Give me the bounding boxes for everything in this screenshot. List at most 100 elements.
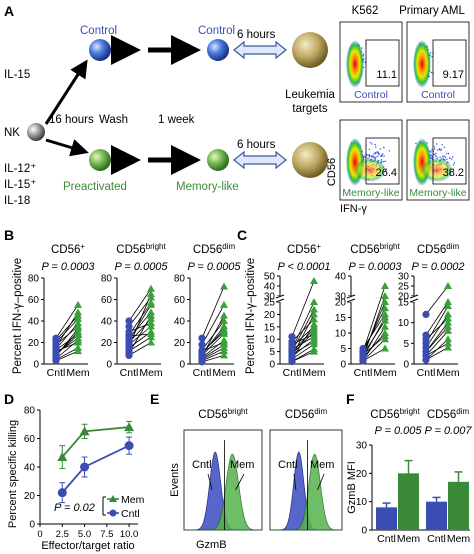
il18-label: IL-18	[4, 195, 30, 207]
mem-point	[444, 322, 452, 330]
axis-break-gap	[410, 296, 418, 302]
flow-event	[370, 155, 373, 158]
y-tick-label: 30	[398, 272, 410, 283]
x-tick-label: Mem	[302, 367, 326, 379]
panel-b-subplot-3: CD56dim P = 0.0005 0 20 40 60 80 Cntl Mem	[174, 242, 242, 380]
flow-plot-1: 11.1 Control	[339, 21, 403, 103]
il15-label: IL-15	[4, 69, 30, 81]
y-tick-label: 20	[24, 491, 36, 502]
flow-gate	[432, 39, 467, 87]
flow-event	[383, 161, 385, 163]
flow-event	[378, 153, 380, 156]
mem-point	[74, 300, 82, 308]
pair-line	[425, 314, 449, 348]
flow-event	[429, 151, 432, 153]
x-tick-label: 2.5	[56, 529, 69, 540]
pair-line	[425, 347, 449, 361]
series-line	[61, 426, 130, 458]
cntl-point	[125, 349, 133, 357]
p-value: P = 0.007	[425, 425, 473, 437]
leukemia-label-1: Leukemia	[285, 89, 335, 101]
pair-line	[128, 336, 152, 352]
flow-event	[443, 146, 446, 149]
axis-break	[409, 294, 419, 299]
mem-point	[220, 317, 228, 324]
x-tick-label: Mem	[66, 367, 90, 379]
pair-line	[291, 324, 315, 360]
flow-event	[368, 154, 371, 157]
mem-point	[310, 310, 318, 318]
cd56-axis-label: CD56	[326, 158, 338, 186]
flow-plot-4: 38.2 Memory-like	[406, 119, 470, 201]
mem-point	[74, 311, 82, 319]
mem-point	[381, 344, 389, 352]
y-tick-label: 10	[335, 329, 347, 340]
y-tick-label: 0	[29, 520, 35, 531]
y-tick-label: 15	[335, 313, 347, 324]
pair-line	[55, 340, 79, 359]
panel-letter-a: A	[4, 3, 14, 19]
pair-line	[201, 333, 225, 356]
flow-percent: 38.2	[443, 167, 464, 179]
flow-event	[434, 155, 437, 157]
axis-break	[346, 294, 356, 299]
leukemia-label-2: targets	[292, 103, 327, 115]
cntl-point	[359, 357, 367, 365]
pair-line	[291, 341, 315, 355]
x-tick-label: 7.5	[100, 529, 113, 540]
flow-event	[436, 156, 438, 158]
mem-point	[381, 332, 389, 340]
pair-line	[291, 301, 315, 350]
pair-line	[55, 326, 79, 345]
six-hours-top-label: 6 hours	[237, 29, 276, 41]
x-tick-label: Cntl	[120, 367, 139, 379]
flow-percent: 26.4	[376, 167, 397, 179]
cntl-point	[422, 310, 430, 318]
x-tick-label: Mem	[436, 367, 460, 379]
pair-line	[55, 328, 79, 357]
pair-line	[425, 285, 449, 315]
flow-plots: 11.1Control9.17Control26.4Memory-like38.…	[339, 21, 470, 201]
pair-line	[201, 350, 225, 362]
y-tick-label: 10	[398, 318, 410, 329]
y-tick-label: 80	[101, 274, 113, 285]
flow-event	[431, 149, 433, 151]
cntl-point	[52, 336, 60, 344]
mem-point	[220, 327, 228, 335]
flow-event	[377, 155, 379, 158]
p-value: P = 0.0005	[187, 261, 241, 273]
flow-label: Memory-like	[342, 187, 399, 199]
flow-event	[377, 151, 379, 153]
subplot-title: CD56+	[51, 242, 85, 257]
panel-d-ylabel: Percent specific killing	[7, 420, 19, 528]
pair-line	[55, 315, 79, 341]
pair-line	[362, 308, 386, 352]
flow-event	[430, 154, 433, 156]
flow-event	[377, 152, 379, 154]
mem-point	[444, 339, 452, 347]
control-label: Control	[80, 25, 117, 37]
panel-letter-c: C	[237, 227, 247, 243]
y-tick-label: 40	[264, 282, 276, 293]
y-tick-label: 20	[101, 338, 113, 349]
y-tick-label: 30	[264, 292, 276, 303]
flow-event	[435, 143, 438, 145]
pair-line	[55, 347, 79, 361]
mem-point	[310, 277, 318, 284]
y-tick-label: 0	[361, 526, 367, 537]
y-tick-label: 50	[264, 272, 276, 283]
panel-e-subplot-1: CD56bright Cntl Mem	[183, 407, 263, 531]
x-tick-label: 5.0	[78, 529, 91, 540]
flow-event	[452, 164, 455, 166]
mem-point	[381, 282, 389, 289]
cntl-point	[124, 441, 134, 451]
pair-line	[362, 295, 386, 358]
flow-event	[446, 158, 448, 160]
pair-line	[128, 288, 152, 322]
y-tick-label: 0	[269, 360, 275, 371]
cntl-point	[125, 343, 133, 351]
y-tick-label: 20	[264, 310, 276, 321]
